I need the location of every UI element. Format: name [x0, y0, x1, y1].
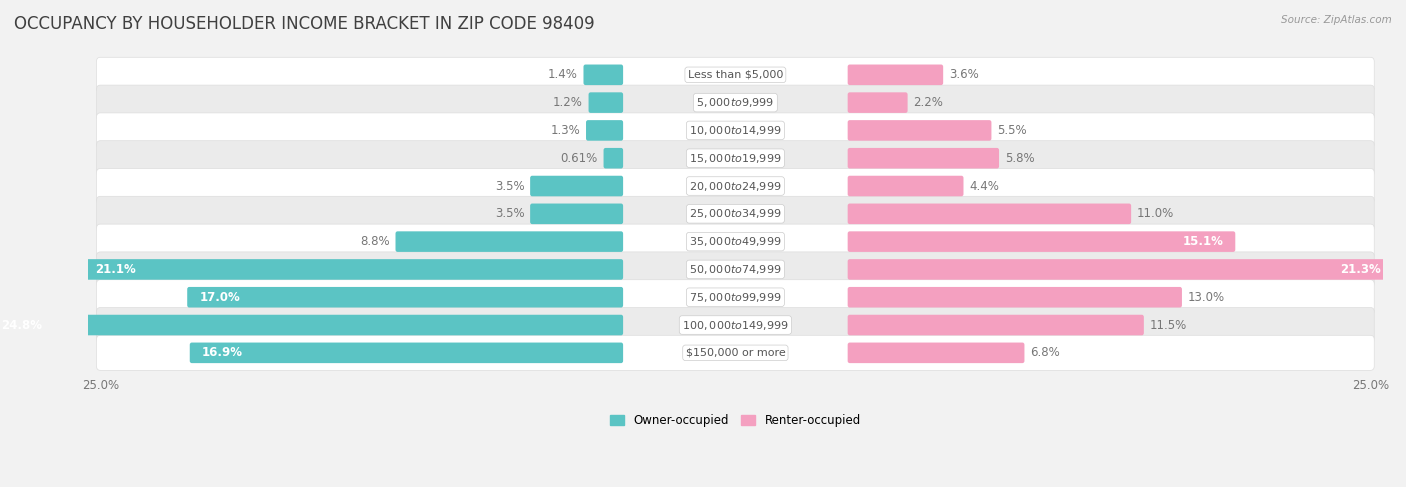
Text: 6.8%: 6.8% [1031, 346, 1060, 359]
Text: 3.6%: 3.6% [949, 68, 979, 81]
FancyBboxPatch shape [97, 336, 1374, 370]
Text: 5.5%: 5.5% [997, 124, 1026, 137]
FancyBboxPatch shape [83, 259, 623, 280]
Text: $5,000 to $9,999: $5,000 to $9,999 [696, 96, 775, 109]
Text: 4.4%: 4.4% [969, 180, 998, 192]
Text: $100,000 to $149,999: $100,000 to $149,999 [682, 318, 789, 332]
Text: 13.0%: 13.0% [1188, 291, 1225, 304]
FancyBboxPatch shape [848, 120, 991, 141]
Text: $75,000 to $99,999: $75,000 to $99,999 [689, 291, 782, 304]
FancyBboxPatch shape [848, 93, 908, 113]
Text: $35,000 to $49,999: $35,000 to $49,999 [689, 235, 782, 248]
Text: 21.1%: 21.1% [96, 263, 136, 276]
FancyBboxPatch shape [97, 85, 1374, 120]
FancyBboxPatch shape [848, 176, 963, 196]
FancyBboxPatch shape [848, 204, 1132, 224]
Text: $25,000 to $34,999: $25,000 to $34,999 [689, 207, 782, 220]
FancyBboxPatch shape [603, 148, 623, 169]
Text: 21.3%: 21.3% [1340, 263, 1381, 276]
Text: 2.2%: 2.2% [912, 96, 943, 109]
Text: 24.8%: 24.8% [1, 318, 42, 332]
FancyBboxPatch shape [97, 196, 1374, 231]
FancyBboxPatch shape [97, 57, 1374, 93]
Legend: Owner-occupied, Renter-occupied: Owner-occupied, Renter-occupied [605, 409, 866, 432]
Text: 1.4%: 1.4% [548, 68, 578, 81]
Text: 3.5%: 3.5% [495, 180, 524, 192]
FancyBboxPatch shape [97, 224, 1374, 259]
FancyBboxPatch shape [848, 315, 1144, 336]
FancyBboxPatch shape [848, 231, 1236, 252]
FancyBboxPatch shape [589, 93, 623, 113]
Text: $150,000 or more: $150,000 or more [686, 348, 786, 358]
Text: Less than $5,000: Less than $5,000 [688, 70, 783, 80]
FancyBboxPatch shape [395, 231, 623, 252]
FancyBboxPatch shape [848, 64, 943, 85]
Text: OCCUPANCY BY HOUSEHOLDER INCOME BRACKET IN ZIP CODE 98409: OCCUPANCY BY HOUSEHOLDER INCOME BRACKET … [14, 15, 595, 33]
Text: 15.1%: 15.1% [1182, 235, 1223, 248]
Text: 11.5%: 11.5% [1150, 318, 1187, 332]
FancyBboxPatch shape [97, 113, 1374, 148]
Text: 0.61%: 0.61% [561, 152, 598, 165]
Text: $50,000 to $74,999: $50,000 to $74,999 [689, 263, 782, 276]
FancyBboxPatch shape [97, 141, 1374, 176]
Text: 16.9%: 16.9% [202, 346, 243, 359]
FancyBboxPatch shape [848, 259, 1393, 280]
Text: Source: ZipAtlas.com: Source: ZipAtlas.com [1281, 15, 1392, 25]
Text: $15,000 to $19,999: $15,000 to $19,999 [689, 152, 782, 165]
FancyBboxPatch shape [187, 287, 623, 307]
FancyBboxPatch shape [530, 176, 623, 196]
FancyBboxPatch shape [848, 148, 1000, 169]
Text: 1.2%: 1.2% [553, 96, 583, 109]
Text: 5.8%: 5.8% [1005, 152, 1035, 165]
FancyBboxPatch shape [530, 204, 623, 224]
FancyBboxPatch shape [97, 252, 1374, 287]
FancyBboxPatch shape [0, 315, 623, 336]
FancyBboxPatch shape [190, 342, 623, 363]
Text: 11.0%: 11.0% [1136, 207, 1174, 220]
Text: $10,000 to $14,999: $10,000 to $14,999 [689, 124, 782, 137]
FancyBboxPatch shape [97, 280, 1374, 315]
FancyBboxPatch shape [586, 120, 623, 141]
FancyBboxPatch shape [97, 307, 1374, 342]
FancyBboxPatch shape [848, 342, 1025, 363]
Text: $20,000 to $24,999: $20,000 to $24,999 [689, 180, 782, 192]
Text: 17.0%: 17.0% [200, 291, 240, 304]
FancyBboxPatch shape [848, 287, 1182, 307]
FancyBboxPatch shape [583, 64, 623, 85]
FancyBboxPatch shape [97, 169, 1374, 204]
Text: 1.3%: 1.3% [551, 124, 581, 137]
Text: 3.5%: 3.5% [495, 207, 524, 220]
Text: 8.8%: 8.8% [360, 235, 389, 248]
